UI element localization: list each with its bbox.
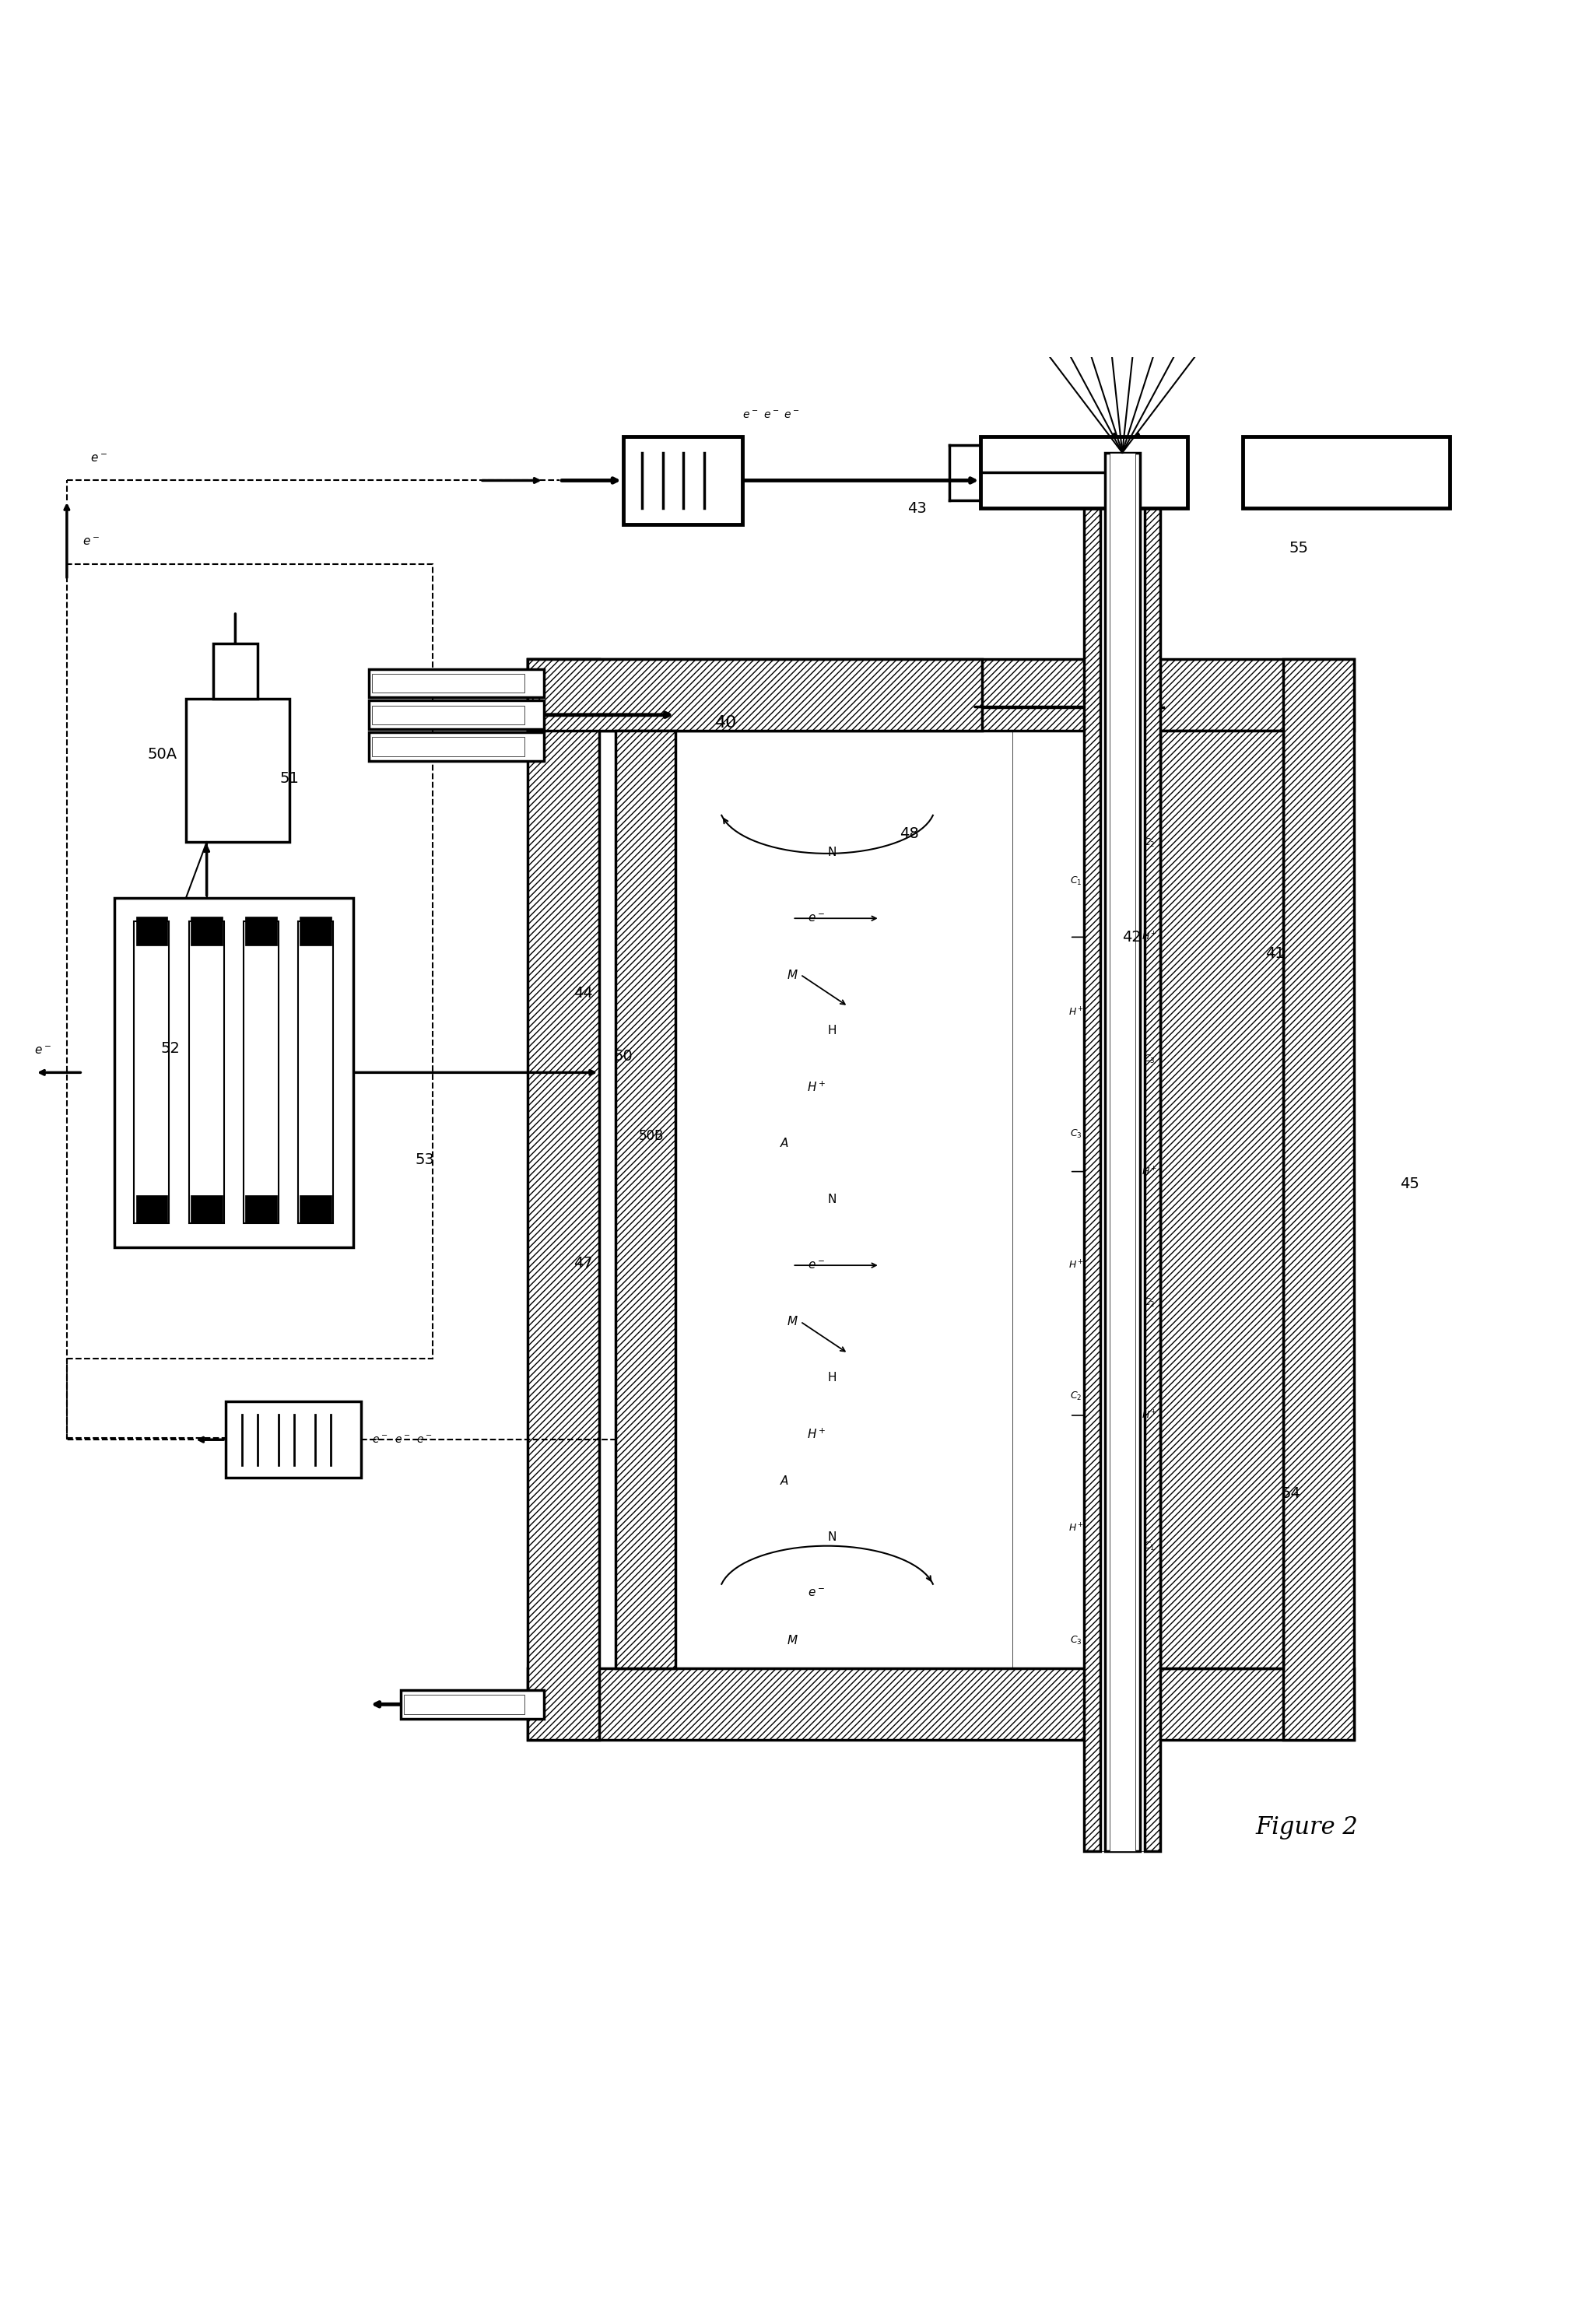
- Text: $e^-$: $e^-$: [784, 410, 800, 422]
- Bar: [190, 1196, 222, 1223]
- Text: $e^-$: $e^-$: [394, 1435, 410, 1445]
- Text: $C_2$: $C_2$: [1143, 1297, 1156, 1309]
- Bar: [188, 922, 223, 1223]
- Text: $e^-$: $e^-$: [417, 1435, 433, 1445]
- Text: $C_1$: $C_1$: [1143, 1541, 1156, 1553]
- Text: $e^-$: $e^-$: [808, 1587, 825, 1599]
- Bar: [67, 564, 433, 1359]
- Bar: [622, 438, 742, 525]
- Text: N: N: [828, 1193, 836, 1205]
- Text: $H^+$: $H^+$: [806, 1081, 825, 1094]
- Text: 50A: 50A: [147, 746, 177, 763]
- Text: $H^+$: $H^+$: [1141, 1410, 1157, 1422]
- Text: H: H: [828, 1371, 836, 1385]
- Bar: [136, 1196, 168, 1223]
- Bar: [528, 1668, 1355, 1740]
- Bar: [246, 917, 278, 945]
- Text: $e^-$: $e^-$: [763, 410, 779, 422]
- Text: $H^+$: $H^+$: [1068, 1260, 1084, 1272]
- Text: $C_3$: $C_3$: [1143, 1053, 1156, 1064]
- Bar: [614, 730, 675, 1668]
- Bar: [528, 659, 1355, 730]
- Bar: [528, 659, 983, 730]
- Text: 44: 44: [575, 986, 594, 1000]
- Bar: [134, 922, 169, 1223]
- Text: 50: 50: [613, 1048, 632, 1064]
- Bar: [187, 698, 289, 841]
- Text: 52: 52: [161, 1041, 180, 1055]
- Bar: [136, 917, 168, 945]
- Text: $e^-$: $e^-$: [89, 454, 107, 465]
- Text: $C_3$: $C_3$: [1069, 1634, 1082, 1647]
- Text: $C_1$: $C_1$: [1071, 876, 1082, 887]
- Bar: [1104, 452, 1140, 1852]
- Text: 41: 41: [1266, 947, 1285, 961]
- Text: $C_2$: $C_2$: [1143, 836, 1156, 850]
- Bar: [298, 922, 334, 1223]
- Text: Figure 2: Figure 2: [1256, 1816, 1358, 1839]
- Text: $e^-$: $e^-$: [35, 1046, 51, 1058]
- Bar: [1243, 438, 1449, 509]
- Bar: [1144, 452, 1160, 1852]
- Text: 55: 55: [1290, 541, 1309, 555]
- Bar: [401, 1691, 544, 1719]
- Bar: [1100, 452, 1144, 1852]
- Text: 45: 45: [1400, 1177, 1419, 1191]
- Text: N: N: [828, 848, 836, 859]
- Bar: [369, 733, 544, 760]
- Text: 47: 47: [575, 1256, 594, 1270]
- Bar: [225, 1401, 361, 1477]
- Text: $H^+$: $H^+$: [1068, 1523, 1084, 1534]
- Text: 42: 42: [1122, 931, 1141, 945]
- Bar: [190, 917, 222, 945]
- Text: $H^+$: $H^+$: [1141, 1166, 1157, 1177]
- Text: $H^+$: $H^+$: [806, 1428, 825, 1440]
- Text: 50B: 50B: [638, 1129, 664, 1143]
- Bar: [212, 643, 257, 698]
- Bar: [372, 737, 525, 756]
- Text: 48: 48: [900, 827, 919, 841]
- Text: 40: 40: [715, 714, 737, 730]
- Text: N: N: [828, 1532, 836, 1544]
- Bar: [300, 917, 332, 945]
- Bar: [1283, 659, 1355, 1740]
- Bar: [528, 659, 600, 1740]
- Bar: [404, 1696, 525, 1714]
- Bar: [1109, 452, 1135, 1852]
- Bar: [1160, 730, 1283, 1668]
- Bar: [372, 705, 525, 723]
- Text: $e^-$: $e^-$: [742, 410, 758, 422]
- Text: $H^+$: $H^+$: [1141, 931, 1157, 942]
- Text: $e^-$: $e^-$: [83, 537, 101, 548]
- Bar: [369, 668, 544, 698]
- Text: $e^-$: $e^-$: [372, 1435, 388, 1445]
- Text: $A$: $A$: [780, 1138, 790, 1150]
- Text: 54: 54: [1282, 1486, 1301, 1502]
- Text: $H^+$: $H^+$: [1068, 1007, 1084, 1018]
- Text: $M$: $M$: [787, 1634, 798, 1647]
- Bar: [1084, 452, 1100, 1852]
- Bar: [369, 700, 544, 728]
- Text: 43: 43: [908, 500, 927, 516]
- Text: $M$: $M$: [787, 1316, 798, 1327]
- Bar: [372, 673, 525, 694]
- Bar: [246, 1196, 278, 1223]
- Bar: [244, 922, 279, 1223]
- Text: $e^-$: $e^-$: [808, 1260, 825, 1272]
- Text: $A$: $A$: [780, 1475, 790, 1488]
- Text: 51: 51: [279, 772, 298, 786]
- Text: $C_2$: $C_2$: [1071, 1392, 1082, 1403]
- Text: $e^-$: $e^-$: [808, 912, 825, 924]
- Bar: [115, 899, 353, 1246]
- Bar: [982, 438, 1187, 509]
- Bar: [300, 1196, 332, 1223]
- Text: H: H: [828, 1025, 836, 1037]
- Text: $M$: $M$: [787, 968, 798, 982]
- Bar: [675, 730, 1012, 1668]
- Text: 53: 53: [415, 1152, 434, 1168]
- Text: $C_3$: $C_3$: [1069, 1129, 1082, 1140]
